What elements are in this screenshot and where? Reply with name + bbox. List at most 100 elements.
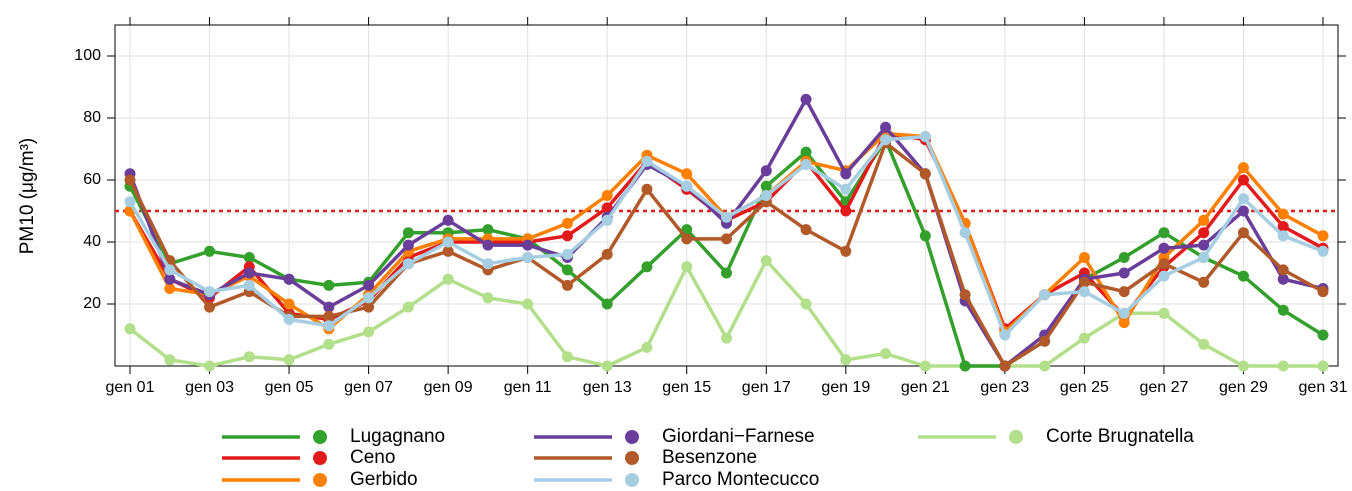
x-tick-label: gen 25 — [1060, 379, 1109, 396]
data-point — [1158, 242, 1170, 254]
data-point — [1317, 245, 1329, 257]
data-point — [840, 354, 852, 366]
data-point — [1078, 276, 1090, 288]
data-point — [323, 279, 335, 291]
x-tick-label: gen 31 — [1299, 379, 1348, 396]
data-point — [561, 230, 573, 242]
data-point — [561, 248, 573, 260]
data-point — [442, 245, 454, 257]
data-point — [124, 174, 136, 186]
data-point — [880, 134, 892, 146]
data-point — [681, 168, 693, 180]
data-point — [641, 341, 653, 353]
x-tick-label: gen 09 — [424, 379, 473, 396]
data-point — [1078, 332, 1090, 344]
series-line — [128, 137, 1324, 368]
data-point — [800, 159, 812, 170]
data-point — [1158, 270, 1170, 282]
series-line — [128, 141, 1324, 368]
data-point — [959, 360, 971, 372]
data-point — [482, 258, 494, 270]
data-point — [681, 261, 693, 273]
data-point — [1317, 329, 1329, 341]
data-point — [522, 239, 534, 251]
y-axis-label: PM10 (μg/m³) — [17, 138, 38, 255]
data-point — [124, 196, 136, 208]
data-point — [919, 360, 931, 372]
data-point — [800, 93, 812, 105]
data-point — [681, 233, 693, 245]
data-point — [1198, 276, 1210, 288]
data-point — [1158, 307, 1170, 319]
data-point — [760, 255, 772, 267]
data-point — [601, 190, 613, 201]
data-point — [204, 301, 216, 313]
data-point — [164, 264, 176, 276]
data-point — [919, 131, 931, 143]
data-point — [840, 205, 852, 217]
y-tick-label: 20 — [83, 295, 101, 312]
data-point — [1158, 227, 1170, 239]
data-point — [959, 227, 971, 239]
legend-label: Lugagnano — [350, 426, 445, 447]
data-point — [800, 146, 812, 158]
data-point — [1078, 286, 1090, 298]
data-point — [760, 165, 772, 177]
data-point — [363, 292, 375, 304]
data-point — [601, 360, 613, 372]
data-point — [681, 224, 693, 236]
x-tick-label: gen 29 — [1219, 379, 1268, 396]
data-point — [1237, 270, 1249, 282]
data-point — [1039, 335, 1051, 347]
legend-label: Besenzone — [662, 447, 757, 468]
data-point — [1277, 208, 1289, 220]
data-point — [959, 289, 971, 301]
data-point — [402, 239, 414, 251]
data-point — [1237, 193, 1249, 205]
x-tick-label: gen 01 — [106, 379, 155, 396]
data-point — [283, 273, 295, 285]
data-point — [1317, 286, 1329, 298]
y-tick-label: 60 — [83, 171, 101, 188]
data-point — [641, 183, 653, 195]
data-point — [999, 360, 1011, 372]
data-point — [561, 351, 573, 363]
legend-dot — [625, 451, 639, 465]
data-point — [1118, 267, 1130, 279]
data-point — [760, 190, 772, 201]
data-point — [283, 298, 295, 310]
data-point — [561, 264, 573, 276]
data-point — [800, 224, 812, 236]
data-point — [1198, 227, 1210, 239]
data-point — [1118, 307, 1130, 319]
data-point — [1277, 264, 1289, 276]
data-point — [1158, 258, 1170, 270]
legend-label: Ceno — [350, 447, 395, 468]
data-point — [760, 180, 772, 192]
data-point — [1237, 162, 1249, 174]
data-point — [363, 326, 375, 338]
x-tick-label: gen 05 — [265, 379, 314, 396]
data-point — [880, 121, 892, 133]
y-tick-label: 40 — [83, 233, 101, 250]
data-point — [1198, 239, 1210, 251]
data-point — [1317, 360, 1329, 372]
data-point — [204, 360, 216, 372]
data-point — [283, 354, 295, 366]
data-point — [1039, 289, 1051, 301]
data-point — [402, 301, 414, 313]
data-point — [641, 155, 653, 167]
data-point — [721, 233, 732, 245]
data-point — [363, 301, 375, 313]
data-point — [1118, 317, 1130, 329]
data-point — [522, 252, 534, 263]
data-point — [601, 202, 613, 214]
x-tick-label: gen 15 — [662, 379, 711, 396]
data-point — [1277, 360, 1289, 372]
data-point — [1237, 227, 1249, 239]
data-point — [243, 267, 255, 279]
y-tick-label: 80 — [83, 109, 101, 126]
legend-label: Parco Montecucco — [662, 469, 819, 490]
legend-dot — [1009, 430, 1023, 444]
data-point — [323, 301, 335, 313]
